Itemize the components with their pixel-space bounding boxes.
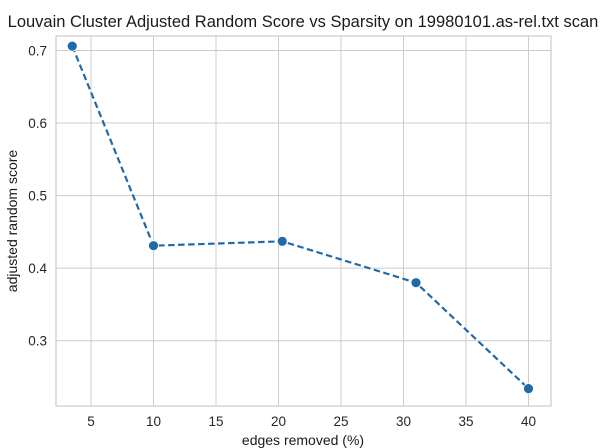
chart-title: Louvain Cluster Adjusted Random Score vs… (8, 13, 599, 31)
x-tick-label: 30 (396, 414, 411, 429)
x-tick-label: 20 (271, 414, 286, 429)
series-line (71, 45, 530, 390)
x-axis-ticks: 5 10 15 20 25 30 35 40 (87, 414, 536, 429)
data-point (523, 383, 534, 394)
y-axis-label: adjusted random score (4, 150, 20, 293)
x-tick-label: 5 (87, 414, 95, 429)
y-axis-ticks: 0.3 0.4 0.5 0.6 0.7 (28, 44, 47, 349)
x-tick-label: 10 (146, 414, 161, 429)
series-group (66, 40, 534, 394)
x-axis-label: edges removed (%) (242, 432, 364, 448)
y-tick-label: 0.3 (28, 334, 47, 349)
y-tick-label: 0.5 (28, 189, 47, 204)
plot-area-frame (55, 35, 552, 407)
data-point (276, 235, 288, 247)
data-point (66, 40, 78, 52)
y-tick-label: 0.7 (28, 44, 47, 59)
data-point (410, 277, 422, 289)
x-tick-label: 25 (333, 414, 348, 429)
x-tick-label: 35 (458, 414, 473, 429)
y-tick-label: 0.4 (28, 261, 47, 276)
x-tick-label: 40 (521, 414, 536, 429)
x-tick-label: 15 (208, 414, 223, 429)
grid (56, 36, 551, 406)
data-point (148, 240, 159, 252)
y-tick-label: 0.6 (28, 116, 47, 131)
